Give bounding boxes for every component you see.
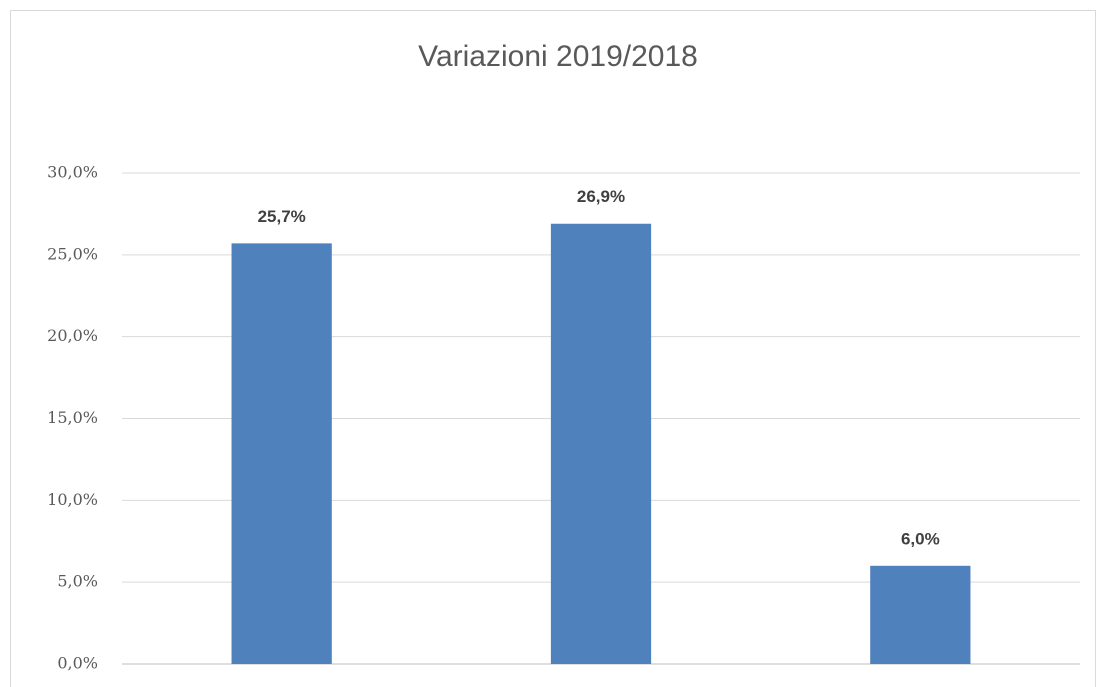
bar	[231, 243, 332, 665]
bar	[550, 223, 652, 664]
y-tick-label: 30,0%	[47, 163, 98, 182]
data-label: 25,7%	[258, 207, 306, 226]
data-label: 26,9%	[577, 187, 625, 206]
y-tick-label: 25,0%	[47, 244, 98, 263]
y-tick-label: 20,0%	[47, 326, 98, 345]
y-tick-label: 5,0%	[57, 572, 98, 591]
data-label: 6,0%	[901, 529, 940, 548]
y-tick-label: 15,0%	[47, 408, 98, 427]
y-tick-label: 0,0%	[57, 654, 98, 673]
chart-title: Variazioni 2019/2018	[418, 40, 698, 73]
bar	[870, 565, 971, 664]
y-tick-label: 10,0%	[47, 490, 98, 509]
